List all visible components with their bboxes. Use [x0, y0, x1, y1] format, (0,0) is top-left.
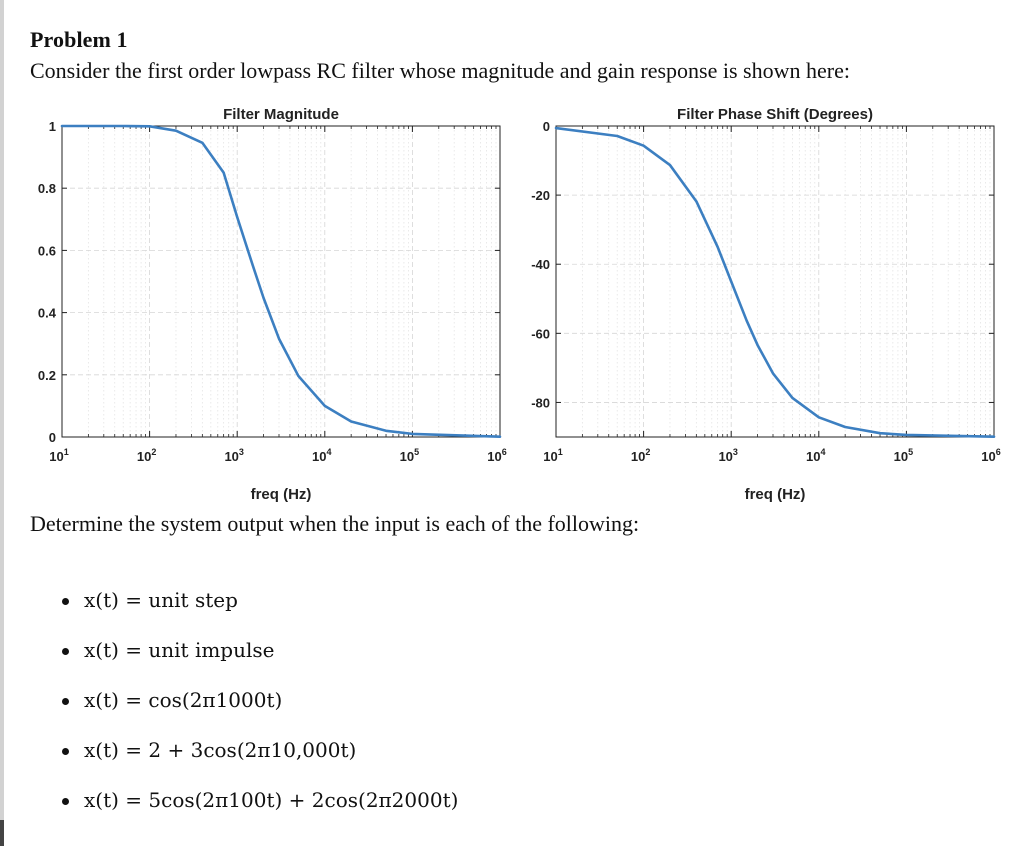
input-rhs: = unit impulse — [118, 638, 275, 662]
list-item: x(t) = unit step — [62, 584, 458, 634]
x-tick-label: 103 — [718, 447, 737, 464]
x-tick-label: 105 — [894, 447, 913, 464]
axes-box — [61, 125, 501, 438]
x-tick-label: 106 — [981, 447, 1000, 464]
y-tick-label: 0.2 — [38, 368, 56, 383]
series-line — [60, 124, 502, 438]
y-tick-label: 0 — [49, 430, 56, 445]
bullet-icon — [62, 698, 69, 705]
series-line — [554, 126, 996, 438]
plot-area — [556, 126, 994, 437]
input-lhs: x(t) — [84, 638, 119, 662]
problem-description: Consider the first order lowpass RC filt… — [30, 58, 850, 83]
input-lhs: x(t) — [84, 688, 119, 712]
page-left-border-marker — [0, 820, 4, 846]
input-rhs: = cos(2π1000t) — [118, 688, 283, 712]
bullet-icon — [62, 598, 69, 605]
x-tick-label: 106 — [487, 447, 506, 464]
input-list: x(t) = unit step x(t) = unit impulse x(t… — [62, 584, 458, 834]
x-tick-label: 103 — [224, 447, 243, 464]
y-tick-label: -40 — [531, 257, 550, 272]
y-tick-label: 0.4 — [38, 306, 57, 321]
chart-magnitude: 0 0.2 0.4 0.6 0.8 1 101 102 103 104 105 106 Filter M… — [38, 106, 507, 503]
chart-title: Filter Phase Shift (Degrees) — [677, 106, 873, 123]
chart-title: Filter Magnitude — [223, 106, 339, 123]
input-rhs: = 2 + 3cos(2π10,000t) — [118, 738, 357, 762]
plot-area — [62, 126, 500, 437]
x-tick-label: 102 — [631, 447, 650, 464]
list-item: x(t) = 2 + 3cos(2π10,000t) — [62, 734, 458, 784]
x-tick-label: 104 — [312, 447, 331, 464]
axes-box — [555, 125, 995, 438]
y-tick-label: 1 — [49, 119, 56, 134]
list-item: x(t) = cos(2π1000t) — [62, 684, 458, 734]
x-axis-label: freq (Hz) — [745, 486, 806, 503]
bullet-icon — [62, 748, 69, 755]
chart-phase: -80 -60 -40 -20 0 101 102 103 104 105 106 Filter Ph… — [531, 106, 1001, 503]
problem-title: Problem 1 — [30, 27, 128, 52]
x-tick-label: 105 — [400, 447, 419, 464]
bullet-icon — [62, 798, 69, 805]
y-tick-label: 0.8 — [38, 181, 56, 196]
x-tick-label: 101 — [49, 447, 68, 464]
bullet-icon — [62, 648, 69, 655]
x-tick-label: 101 — [543, 447, 562, 464]
question-text: Determine the system output when the inp… — [30, 511, 640, 536]
input-lhs: x(t) — [84, 588, 119, 612]
page-left-border — [0, 0, 4, 846]
y-tick-label: 0.6 — [38, 243, 56, 258]
y-tick-label: 0 — [543, 119, 550, 134]
x-tick-label: 102 — [137, 447, 156, 464]
input-lhs: x(t) — [84, 788, 119, 812]
y-tick-label: -60 — [531, 326, 550, 341]
y-tick-label: -80 — [531, 395, 550, 410]
x-tick-label: 104 — [806, 447, 825, 464]
y-tick-label: -20 — [531, 188, 550, 203]
x-axis-label: freq (Hz) — [251, 486, 312, 503]
list-item: x(t) = unit impulse — [62, 634, 458, 684]
input-rhs: = 5cos(2π100t) + 2cos(2π2000t) — [118, 788, 459, 812]
input-lhs: x(t) — [84, 738, 119, 762]
input-rhs: = unit step — [118, 588, 238, 612]
list-item: x(t) = 5cos(2π100t) + 2cos(2π2000t) — [62, 784, 458, 834]
